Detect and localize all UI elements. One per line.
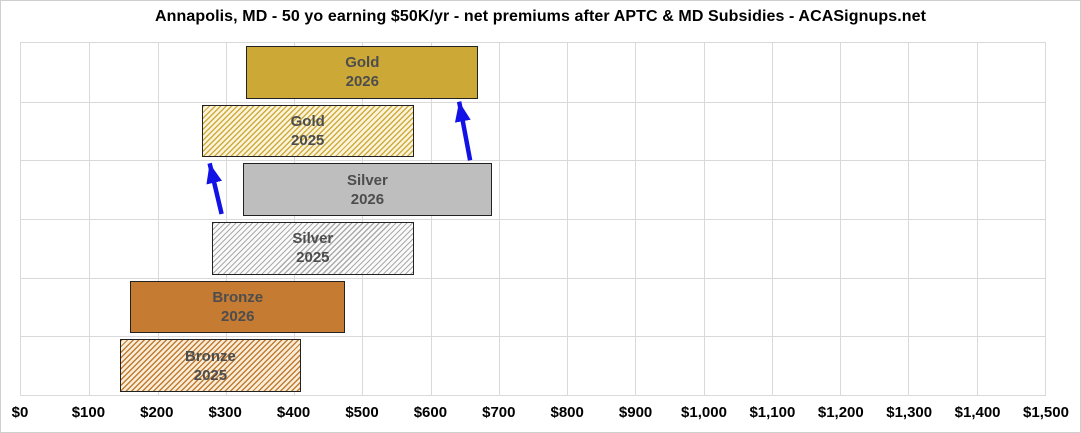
x-tick-label: $100 xyxy=(71,404,106,421)
x-tick-label: $1,100 xyxy=(749,404,796,421)
gold-2026-up-arrow xyxy=(454,101,473,161)
x-tick-label: $400 xyxy=(276,404,311,421)
bars-layer: Gold 2026 Gold 2025 Silver 2026 Silver 2025 Bron… xyxy=(21,43,1045,395)
x-tick-label: $800 xyxy=(550,404,584,421)
x-axis: $0 $100 $200 $300 $400 $500 $600 $700 $800 $900 $1… xyxy=(12,404,1069,426)
gridline-layer xyxy=(21,43,1045,395)
row-gridline xyxy=(21,219,1045,220)
x-tick-label: $200 xyxy=(140,404,174,421)
bar-label-year: 2026 xyxy=(350,190,385,208)
bar-silver-2025: Silver 2025 xyxy=(212,222,414,275)
bar-gold-2026: Gold 2026 xyxy=(246,46,479,99)
bar-label-year: 2025 xyxy=(291,131,325,149)
bar-label-metal: Gold xyxy=(290,112,325,130)
row-gridline xyxy=(21,160,1045,162)
bar-silver-2026: Silver 2026 xyxy=(242,163,493,216)
arrow-annotation-layer xyxy=(206,101,473,215)
bar-bronze-2025: Bronze 2025 xyxy=(119,339,301,392)
bar-label-metal: Bronze xyxy=(185,347,236,365)
bar-label-metal: Silver xyxy=(292,230,334,248)
bar-label-metal: Silver xyxy=(347,171,388,189)
bar-label-year: 2025 xyxy=(296,249,330,267)
bar-label-metal: Gold xyxy=(345,54,380,72)
x-tick-label: $900 xyxy=(618,404,653,421)
x-tick-label: $1,000 xyxy=(681,404,727,421)
row-gridline xyxy=(21,101,1045,103)
bar-bronze-2026: Bronze 2026 xyxy=(130,280,346,334)
x-tick-label: $600 xyxy=(413,404,448,421)
row-gridline xyxy=(21,336,1045,338)
x-tick-label: $700 xyxy=(482,404,516,421)
bar-label-metal: Bronze xyxy=(212,288,264,306)
x-tick-label: $1,300 xyxy=(886,404,933,421)
x-tick-label: $1,400 xyxy=(954,404,1001,421)
x-tick-label: $500 xyxy=(345,404,379,421)
bar-label-year: 2026 xyxy=(345,73,379,91)
chart-title: Annapolis, MD - 50 yo earning $50K/yr - … xyxy=(154,8,927,25)
x-tick-label: $1,200 xyxy=(817,404,864,421)
x-tick-label: $300 xyxy=(208,404,242,421)
x-tick-label: $0 xyxy=(11,404,29,421)
row-gridline xyxy=(21,277,1045,279)
bar-gold-2025: Gold 2025 xyxy=(201,104,414,158)
bar-label-year: 2026 xyxy=(221,307,255,325)
x-tick-label: $1,500 xyxy=(1023,404,1069,421)
gold-2025-up-arrow xyxy=(206,162,224,215)
plot-area: Gold 2026 Gold 2025 Silver 2026 Silver 2025 Bron… xyxy=(20,42,1046,396)
bar-label-year: 2025 xyxy=(193,366,228,384)
